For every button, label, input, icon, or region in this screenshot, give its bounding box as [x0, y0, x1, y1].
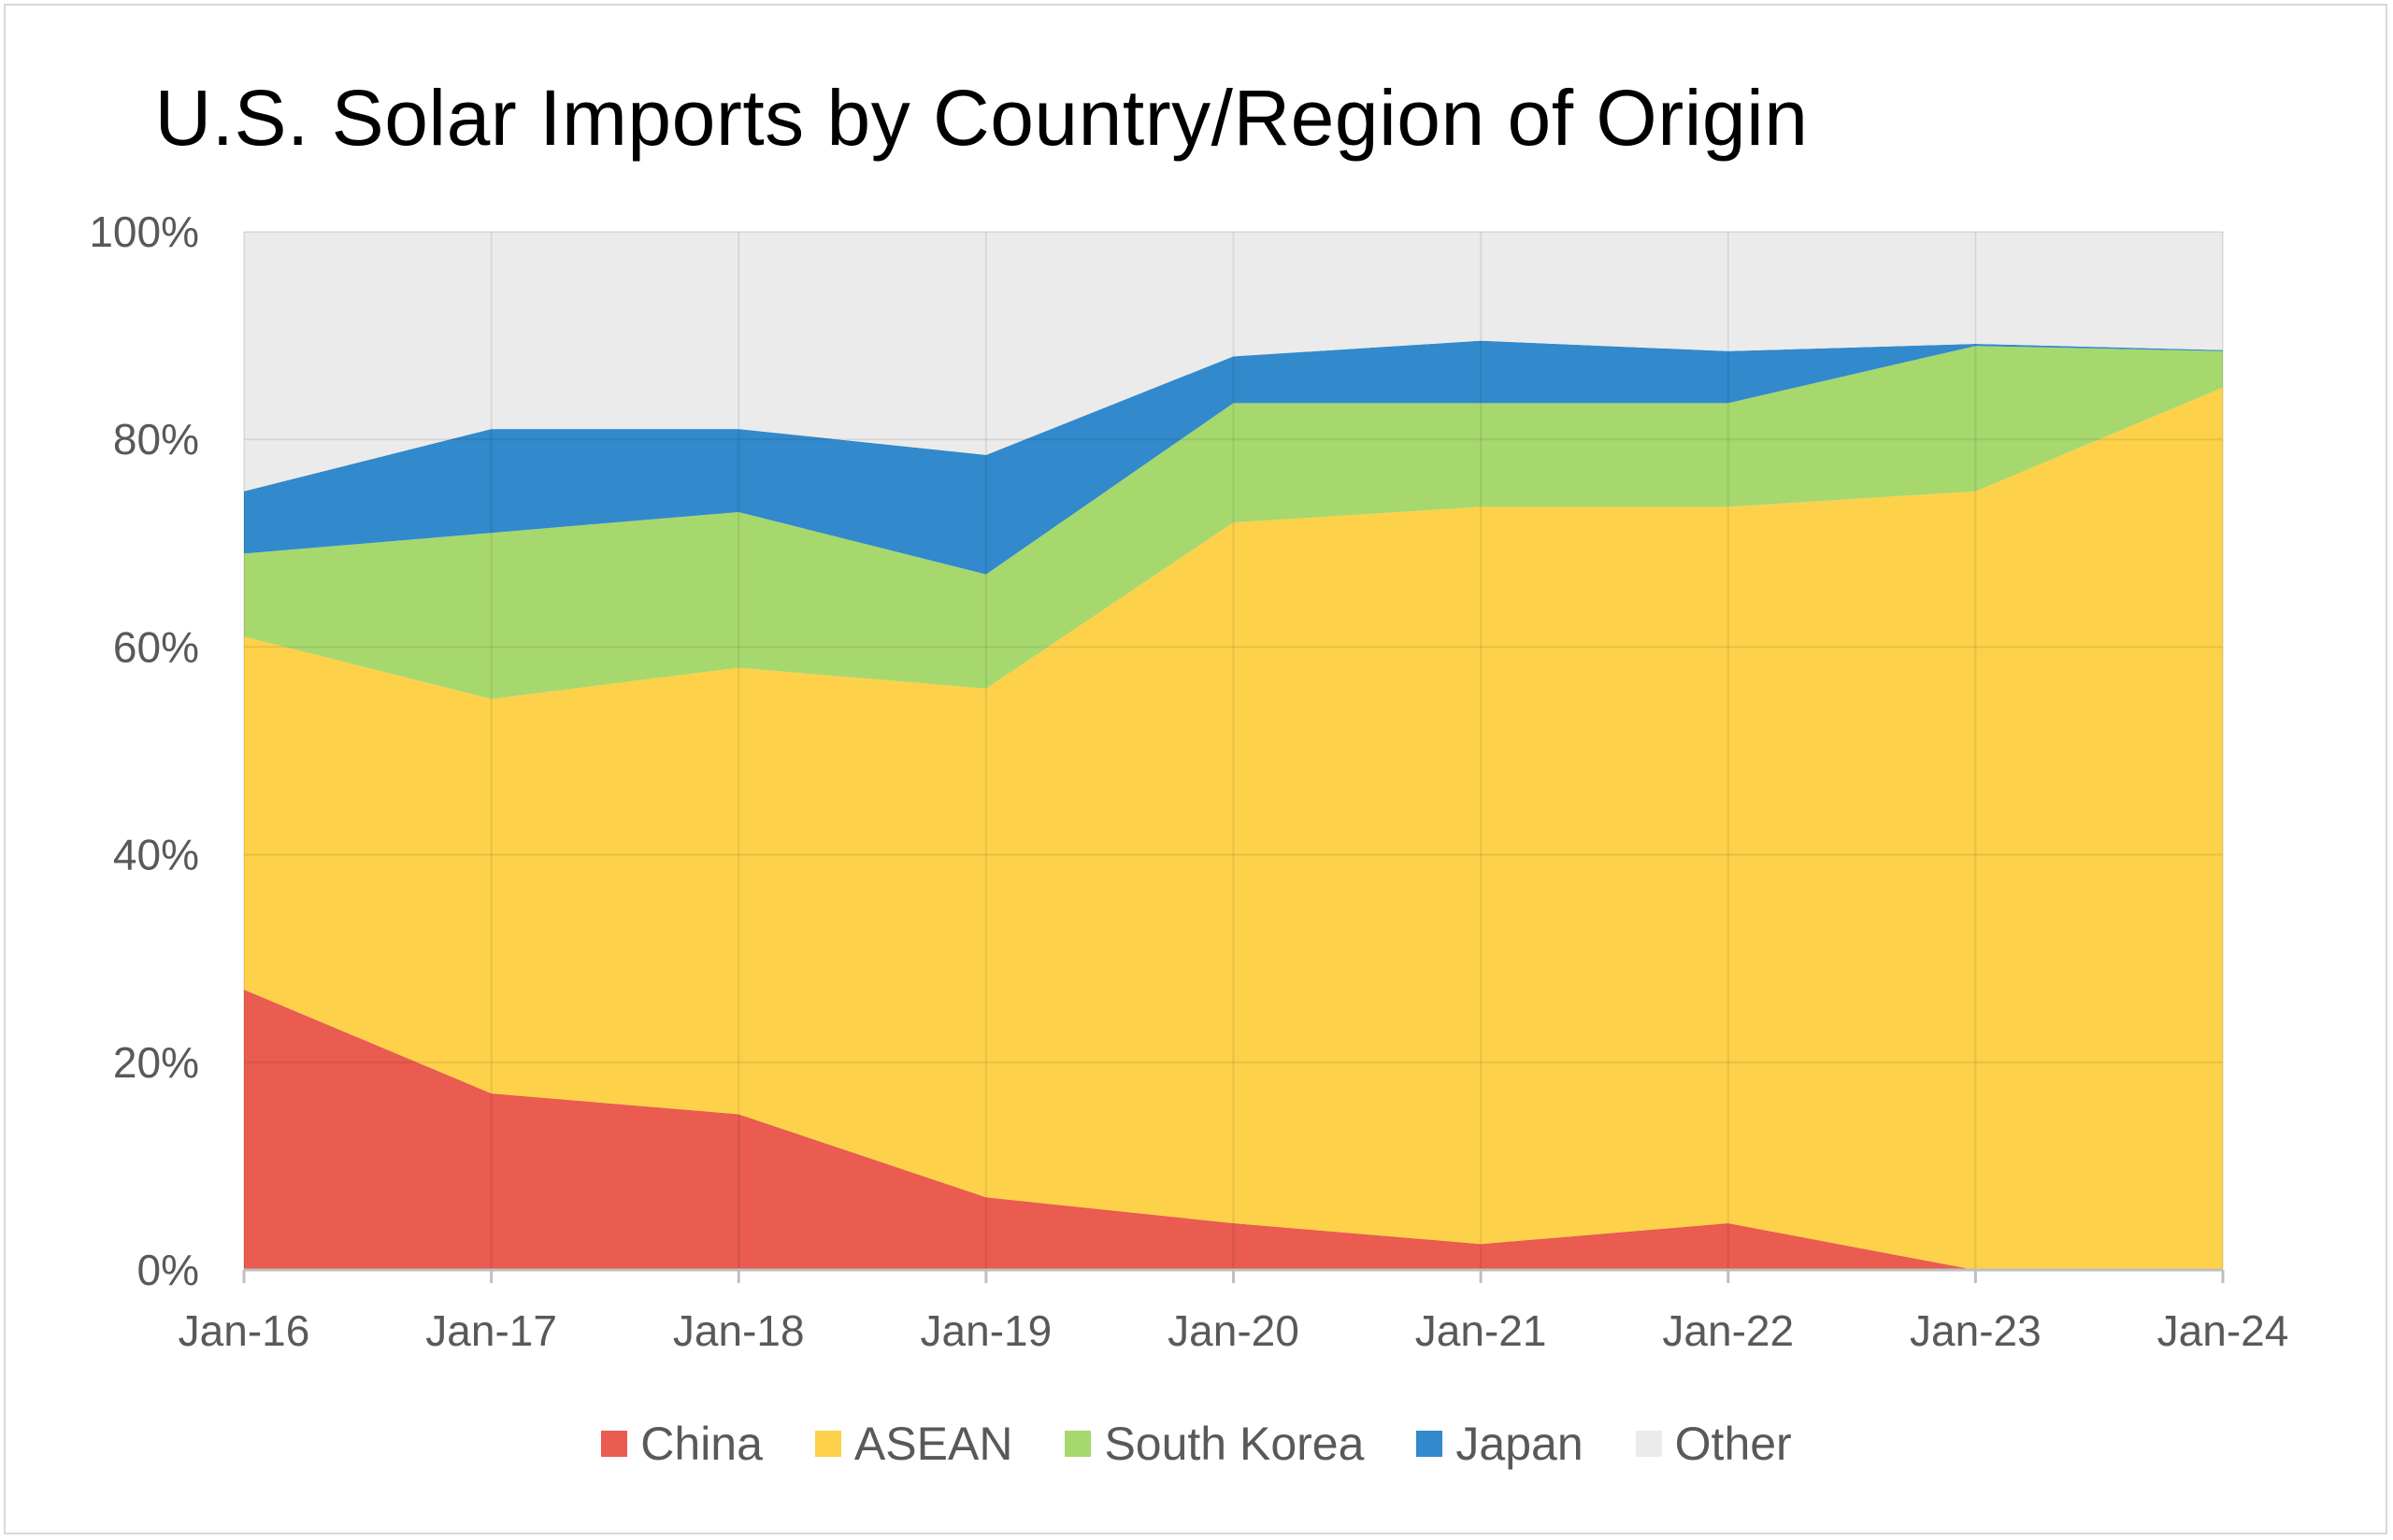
area-asean	[244, 387, 2223, 1270]
legend-label: South Korea	[1104, 1418, 1365, 1470]
y-tick-label: 0%	[137, 1246, 199, 1294]
legend-item-asean: ASEAN	[814, 1417, 1013, 1471]
x-tick-label: Jan-17	[425, 1306, 557, 1355]
axis-layer	[242, 1268, 2225, 1283]
legend-swatch	[814, 1431, 841, 1457]
y-tick-label: 60%	[113, 622, 199, 671]
chart-title: U.S. Solar Imports by Country/Region of …	[154, 74, 1809, 162]
area-japan	[244, 340, 2223, 575]
y-tick-label: 40%	[113, 831, 199, 879]
legend-label: Japan	[1455, 1418, 1583, 1470]
x-tick-label: Jan-20	[1168, 1306, 1299, 1355]
legend-swatch	[1635, 1431, 1662, 1457]
legend-label: Other	[1674, 1418, 1792, 1470]
area-south-korea	[244, 346, 2223, 699]
area-layer	[244, 232, 2223, 1270]
x-tick-label: Jan-22	[1662, 1306, 1794, 1355]
legend: China ASEAN South Korea Japan Other	[0, 1411, 2393, 1476]
x-tick-label: Jan-16	[179, 1306, 310, 1355]
legend-item-south-korea: South Korea	[1065, 1417, 1364, 1471]
legend-label: China	[640, 1418, 763, 1470]
y-tick-label: 80%	[113, 415, 199, 463]
legend-item-china: China	[601, 1417, 763, 1471]
area-other	[244, 232, 2223, 492]
legend-item-japan: Japan	[1416, 1417, 1583, 1471]
legend-swatch	[1065, 1431, 1092, 1457]
grid-layer	[243, 231, 2224, 1271]
x-tick-label: Jan-19	[921, 1306, 1053, 1355]
x-tick-label: Jan-18	[673, 1306, 805, 1355]
legend-label: ASEAN	[853, 1418, 1013, 1470]
y-tick-label: 20%	[113, 1038, 199, 1087]
tick-label-layer: 0% 20% 40% 60% 80% 100% Jan-16 Jan-17 Jan-18 Jan-…	[89, 207, 2288, 1355]
x-tick-label: Jan-23	[1910, 1306, 2042, 1355]
legend-swatch	[601, 1431, 628, 1457]
area-china	[244, 990, 2223, 1270]
legend-item-other: Other	[1635, 1417, 1792, 1471]
x-tick-label: Jan-24	[2157, 1306, 2289, 1355]
y-tick-label: 100%	[89, 207, 199, 256]
x-tick-label: Jan-21	[1415, 1306, 1547, 1355]
legend-swatch	[1416, 1431, 1443, 1457]
